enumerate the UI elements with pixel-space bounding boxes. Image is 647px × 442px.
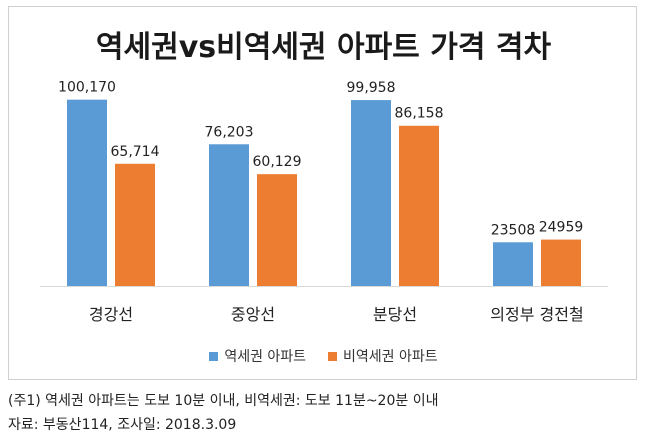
category-label-0: 경강선 — [89, 305, 133, 324]
footnotes: (주1) 역세권 아파트는 도보 10분 이내, 비역세권: 도보 11분~20… — [8, 389, 438, 437]
category-label-1: 중앙선 — [231, 305, 275, 324]
data-label-1-1: 60,129 — [253, 154, 302, 170]
legend-item-non-station: 비역세권 아파트 — [328, 346, 438, 366]
chart-legend: 역세권 아파트 비역세권 아파트 — [0, 346, 647, 366]
bar-1-0 — [115, 163, 155, 286]
data-label-1-0: 65,714 — [111, 144, 160, 160]
category-label-3: 의정부 경전철 — [490, 305, 583, 324]
bar-1-3 — [541, 239, 581, 286]
footnote-definition: (주1) 역세권 아파트는 도보 10분 이내, 비역세권: 도보 11분~20… — [8, 393, 439, 409]
chart-frame — [8, 6, 637, 380]
bar-0-1 — [209, 144, 249, 286]
data-label-0-3: 23508 — [491, 222, 536, 238]
bar-1-2 — [399, 125, 439, 286]
bar-0-0 — [67, 99, 107, 286]
legend-label-non-station: 비역세권 아파트 — [343, 349, 438, 365]
footnote-source: 자료: 부동산114, 조사일: 2018.3.09 — [8, 417, 237, 433]
data-label-1-3: 24959 — [539, 220, 584, 236]
bar-0-3 — [493, 242, 533, 286]
chart-title: 역세권vs비역세권 아파트 가격 격차 — [95, 30, 552, 65]
legend-swatch-station — [209, 351, 219, 361]
data-label-0-1: 76,203 — [205, 124, 254, 140]
legend-swatch-non-station — [328, 351, 338, 361]
legend-label-station: 역세권 아파트 — [224, 349, 307, 365]
bar-0-2 — [351, 100, 391, 286]
data-label-0-0: 100,170 — [58, 80, 116, 96]
data-label-0-2: 99,958 — [347, 80, 396, 96]
legend-item-station: 역세권 아파트 — [209, 346, 306, 366]
data-label-1-2: 86,158 — [395, 106, 444, 122]
category-label-2: 분당선 — [373, 305, 417, 324]
bar-1-1 — [257, 174, 297, 286]
